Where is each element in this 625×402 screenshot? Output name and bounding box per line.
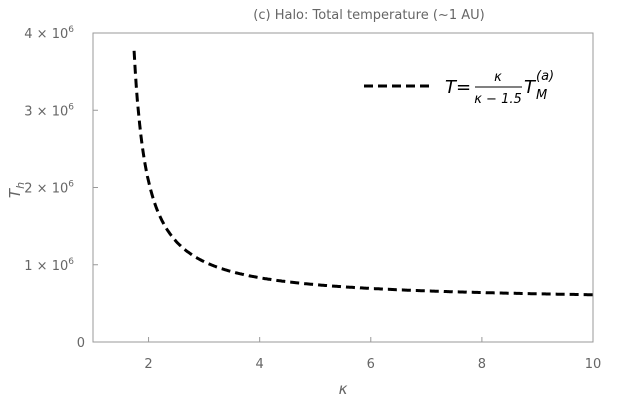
- x-tick-label: 6: [367, 357, 375, 372]
- x-tick-label: 8: [478, 357, 486, 372]
- y-axis-label: Th: [6, 182, 27, 198]
- legend-T: T: [524, 77, 537, 98]
- fit-curve: [132, 50, 593, 297]
- y-axis-title-sub: h: [14, 182, 27, 189]
- x-axis-title: κ: [339, 380, 348, 398]
- svg-text:Th: Th: [6, 182, 27, 198]
- y-tick-label: 0: [77, 336, 85, 351]
- x-axis: 2 4 6 8 10: [144, 337, 601, 372]
- x-tick-label: 2: [144, 357, 152, 372]
- x-tick-label: 10: [585, 357, 602, 372]
- y-tick-label: 3 × 106: [24, 102, 74, 119]
- legend: T= κ κ − 1.5 T M (a): [364, 69, 554, 107]
- legend-sup: (a): [536, 69, 554, 84]
- y-axis: 0 1 × 106 2 × 106 3 × 106 4 × 106: [24, 25, 98, 351]
- y-tick-label: 1 × 106: [24, 257, 74, 274]
- plot-frame: [92, 32, 594, 343]
- legend-sub: M: [536, 88, 547, 103]
- y-tick-label: 2 × 106: [24, 180, 74, 197]
- chart-title: (c) Halo: Total temperature (~1 AU): [253, 8, 484, 23]
- legend-fraction-denominator: κ − 1.5: [474, 92, 522, 107]
- x-tick-label: 4: [256, 357, 264, 372]
- legend-fraction-numerator: κ: [494, 70, 502, 85]
- legend-lhs: T=: [445, 77, 471, 98]
- x-axis-label: κ: [339, 380, 348, 398]
- y-axis-title-main: T: [6, 187, 24, 198]
- y-tick-label: 4 × 106: [24, 25, 74, 42]
